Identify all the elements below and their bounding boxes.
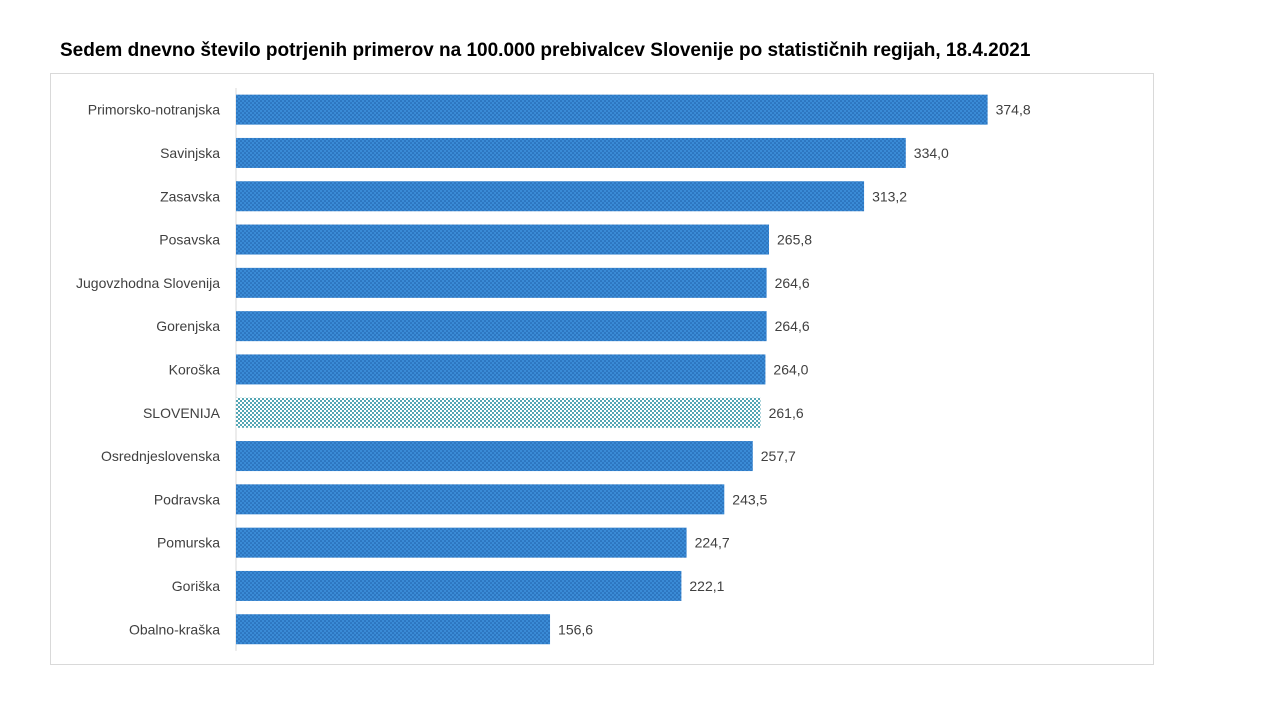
category-label: Gorenjska: [156, 318, 220, 334]
bar: [236, 224, 770, 255]
category-label: Osrednjeslovenska: [101, 448, 220, 464]
bar: [236, 484, 725, 515]
bar: [236, 311, 767, 342]
data-label: 264,6: [775, 275, 810, 291]
bar: [236, 570, 682, 601]
bar: [236, 527, 687, 558]
data-label: 222,1: [689, 578, 724, 594]
bar: [236, 137, 906, 168]
category-label: Posavska: [159, 232, 220, 248]
data-label: 313,2: [872, 188, 907, 204]
data-label: 374,8: [996, 102, 1031, 118]
data-label: 243,5: [732, 491, 767, 507]
category-label: Zasavska: [160, 188, 220, 204]
category-label: SLOVENIJA: [143, 405, 221, 421]
data-label: 264,0: [773, 361, 808, 377]
category-label: Jugovzhodna Slovenija: [76, 275, 220, 291]
category-label: Pomurska: [157, 535, 220, 551]
category-label: Podravska: [154, 491, 220, 507]
category-label: Primorsko-notranjska: [88, 102, 220, 118]
chart-title: Sedem dnevno število potrjenih primerov …: [60, 40, 1031, 61]
bar: [236, 181, 865, 212]
bar: [236, 94, 988, 125]
category-label: Savinjska: [160, 145, 220, 161]
category-label: Goriška: [172, 578, 220, 594]
data-label: 264,6: [775, 318, 810, 334]
bar: [236, 267, 767, 298]
data-label: 224,7: [695, 535, 730, 551]
data-label: 265,8: [777, 232, 812, 248]
bar: [236, 614, 551, 645]
data-label: 257,7: [761, 448, 796, 464]
bar: [236, 354, 766, 385]
bars-group: Primorsko-notranjska 374,8 Savinjska 334,0 Z…: [76, 94, 1031, 645]
bar: [236, 441, 753, 472]
data-label: 334,0: [914, 145, 949, 161]
plot-area: [50, 73, 1154, 665]
category-label: Obalno-kraška: [129, 621, 220, 637]
data-label: 261,6: [769, 405, 804, 421]
category-label: Koroška: [169, 361, 221, 377]
bar-highlight: [236, 397, 761, 428]
data-label: 156,6: [558, 621, 593, 637]
